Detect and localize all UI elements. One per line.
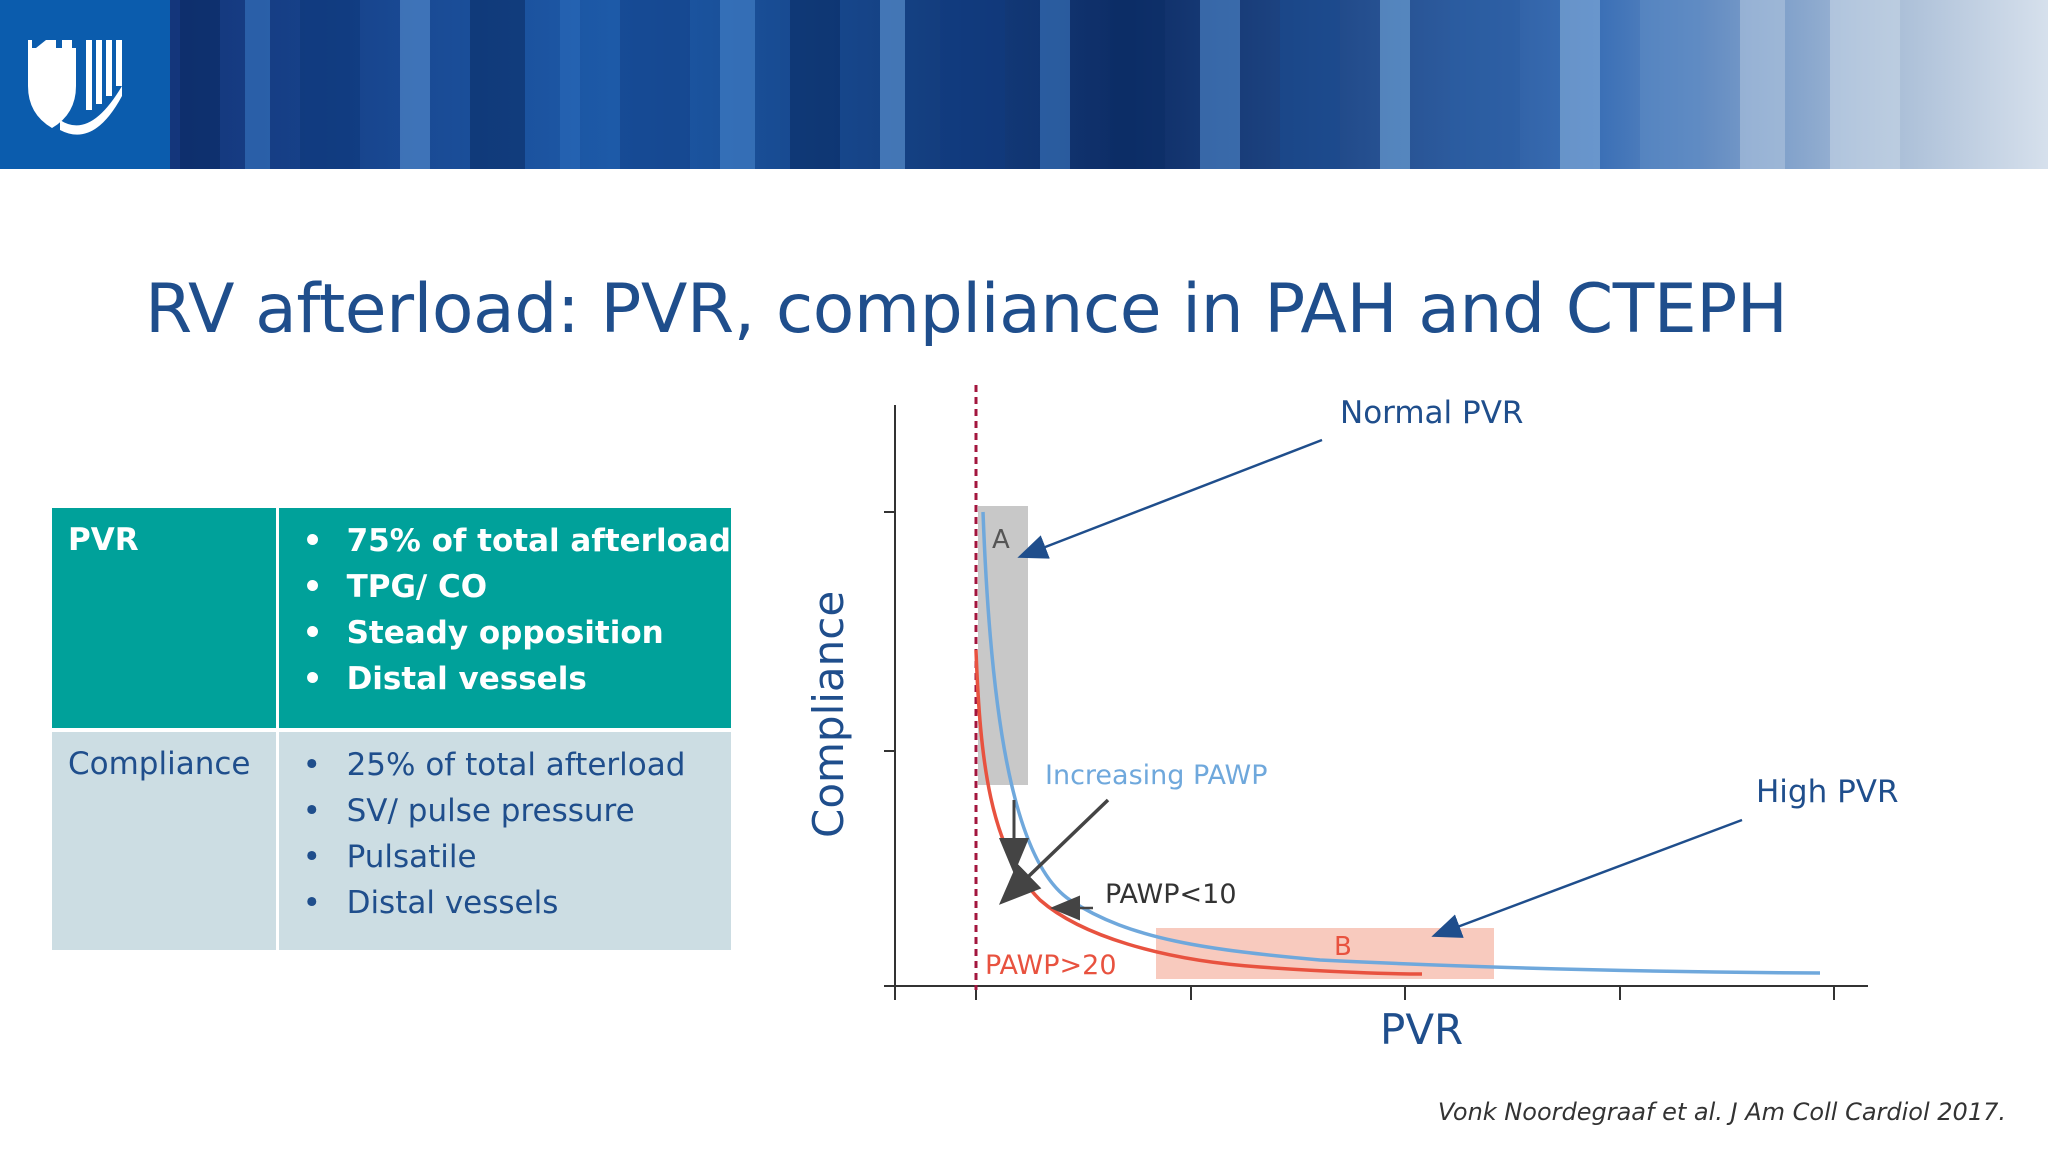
row-label-pvr: PVR [52,508,278,730]
normal-pvr-arrow [1017,438,1323,559]
region-b-label: B [1334,932,1352,962]
list-item: SV/ pulse pressure [291,788,731,834]
header-banner [0,0,2048,169]
row-items-pvr: 75% of total afterload TPG/ CO Steady op… [275,508,731,730]
list-item: Pulsatile [291,834,731,880]
row-label-compliance: Compliance [52,728,278,950]
x-axis-label: PVR [1380,1005,1463,1054]
logo [0,0,170,169]
list-item: 75% of total afterload [291,518,731,564]
table-row-pvr: PVR 75% of total afterload TPG/ CO Stead… [52,508,731,730]
high-pvr-arrow [1431,818,1743,938]
list-item: Steady opposition [291,610,731,656]
slide-title: RV afterload: PVR, compliance in PAH and… [145,270,1788,349]
list-item: Distal vessels [291,656,731,702]
high-pvr-label: High PVR [1756,774,1899,810]
list-item: Distal vessels [291,880,731,926]
table-row-compliance: Compliance 25% of total afterload SV/ pu… [52,728,731,950]
y-axis-label: Compliance [804,591,853,838]
pawp-gt-20-label: PAWP>20 [985,950,1117,981]
list-item: 25% of total afterload [291,742,731,788]
citation: Vonk Noordegraaf et al. J Am Coll Cardio… [1437,1098,2006,1126]
curve-pawp-lt-10 [981,511,1821,975]
increasing-pawp-label: Increasing PAWP [1045,760,1268,791]
region-a-label: A [992,525,1010,555]
list-item: TPG/ CO [291,564,731,610]
increasing-pawp-arrow [998,798,1110,905]
pawp-lt-10-label: PAWP<10 [1105,879,1237,910]
curve-pawp-gt-20 [974,649,1423,976]
afterload-table: PVR 75% of total afterload TPG/ CO Stead… [52,508,731,950]
normal-pvr-label: Normal PVR [1340,395,1523,431]
row-items-compliance: 25% of total afterload SV/ pulse pressur… [275,728,731,950]
